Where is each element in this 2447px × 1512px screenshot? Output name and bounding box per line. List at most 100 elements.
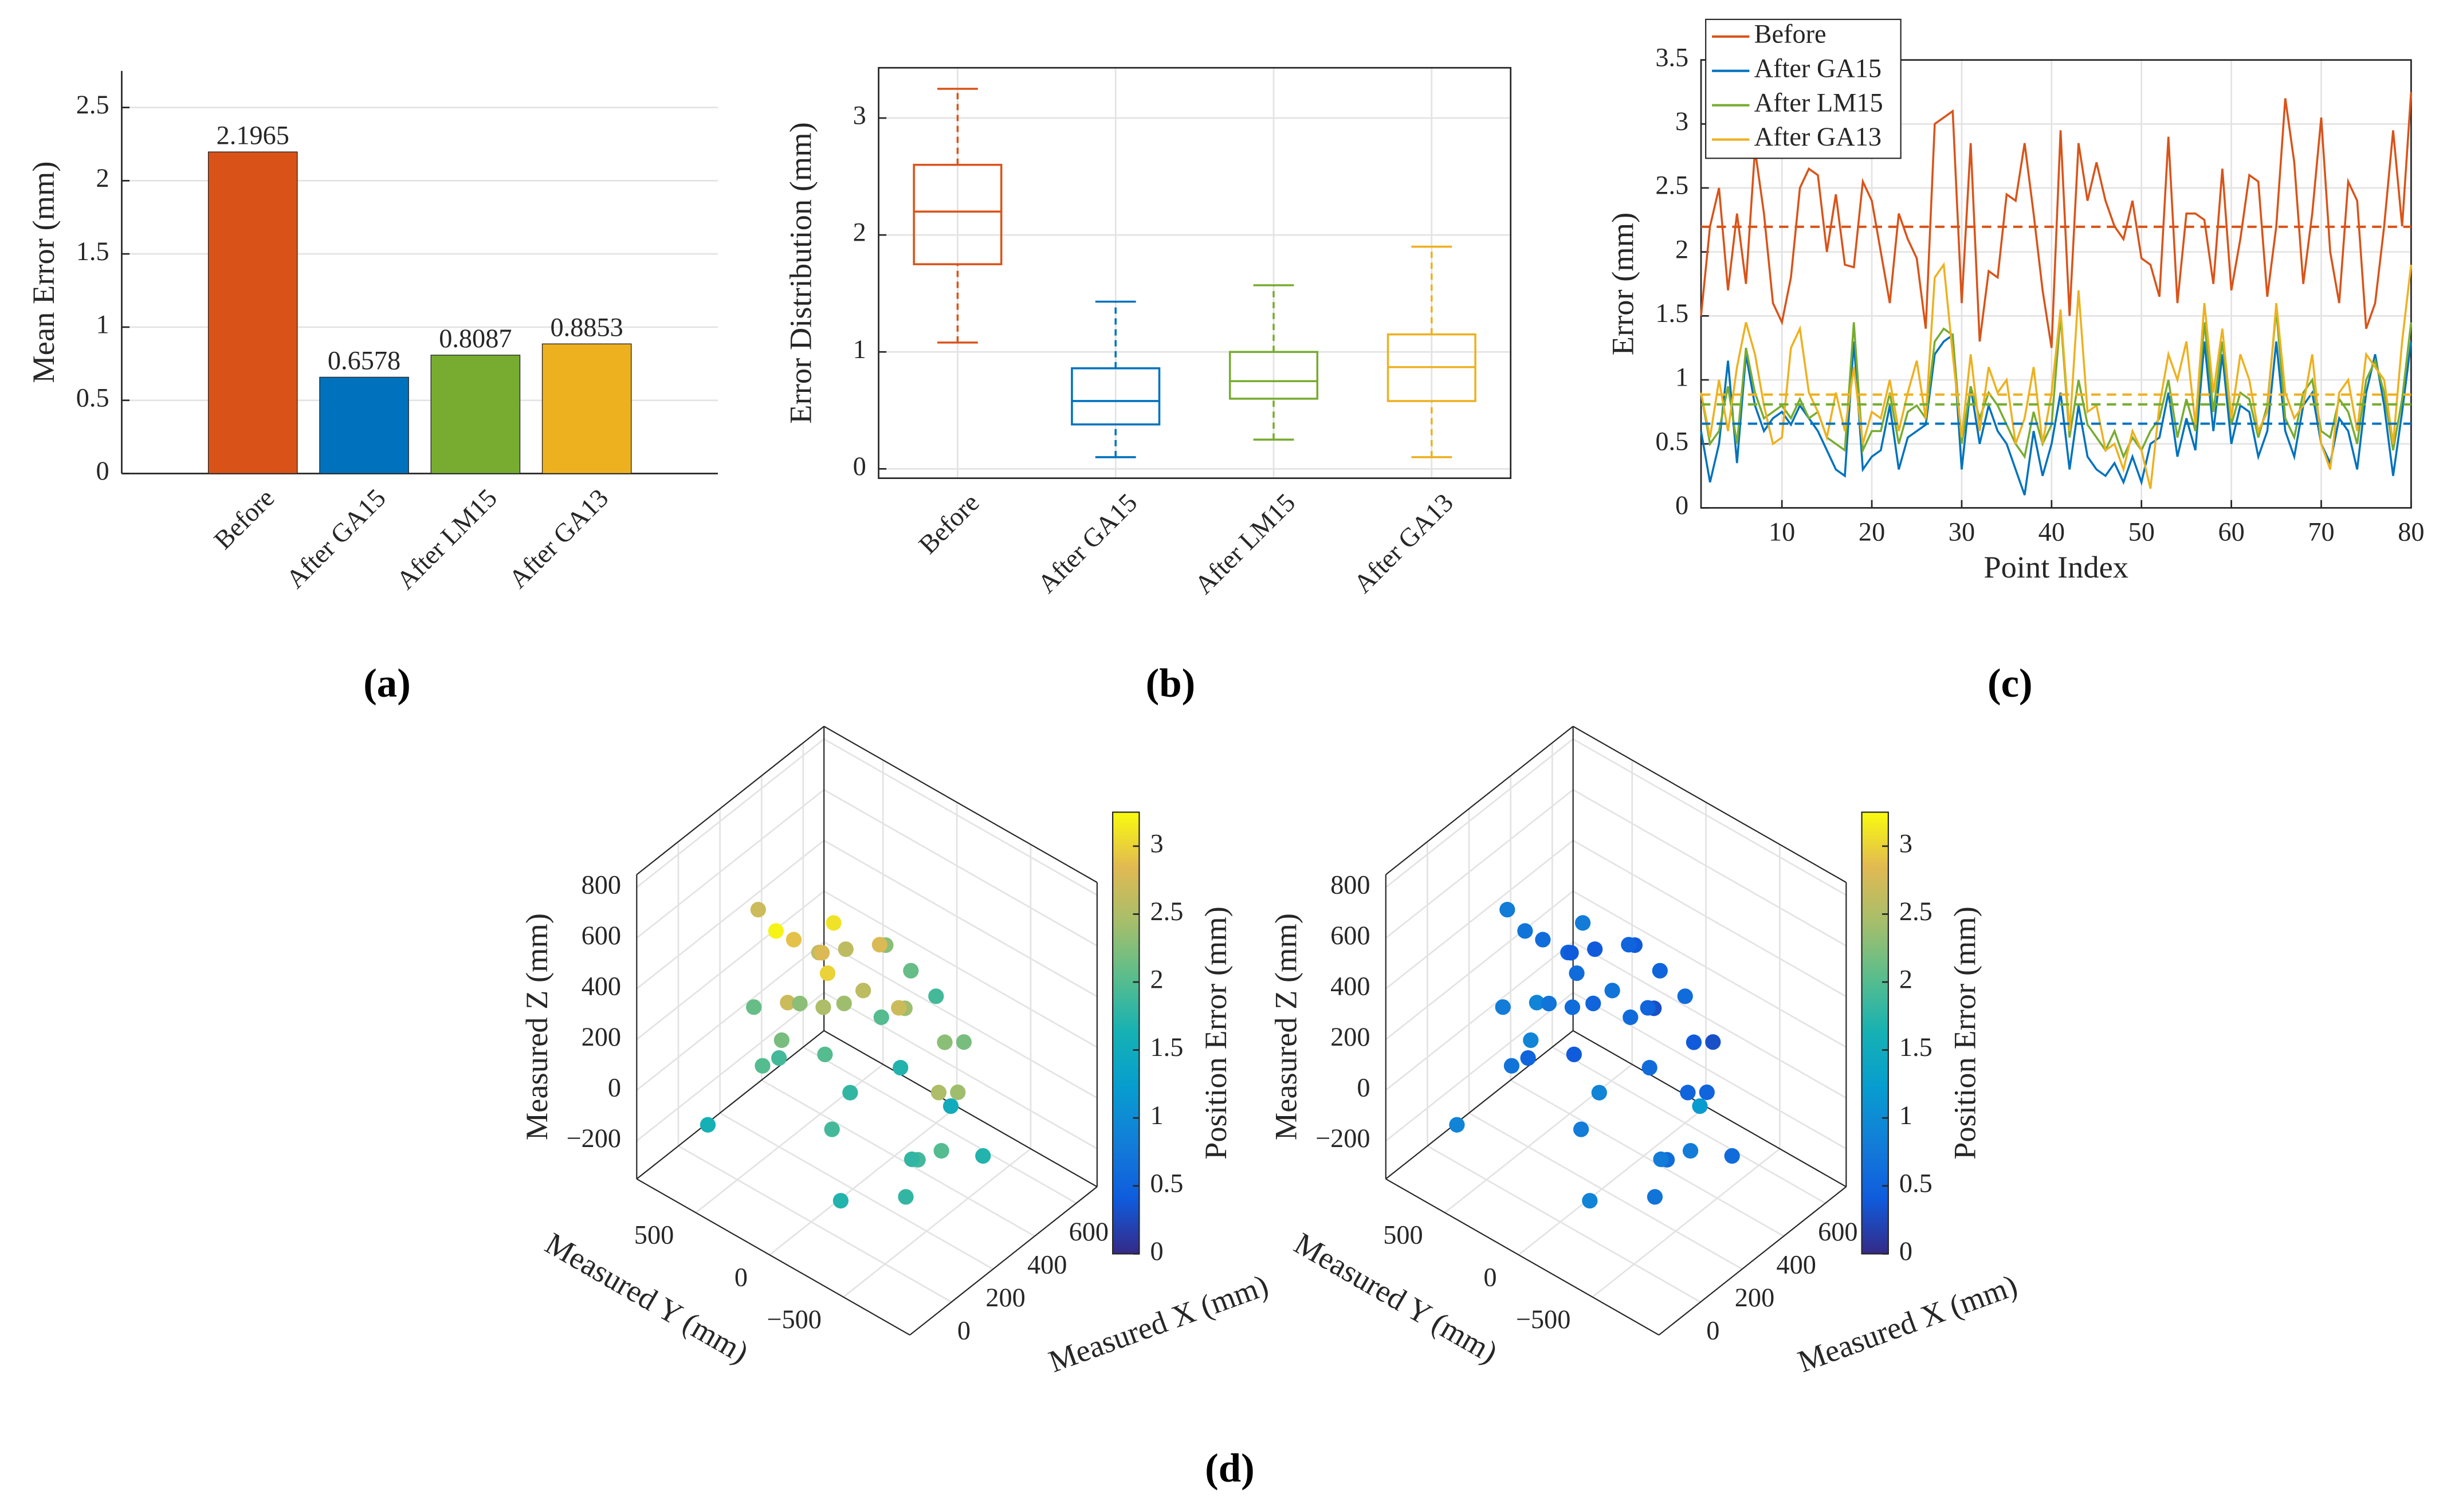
x-tick-label: After LM15	[1189, 488, 1301, 600]
grid-line	[823, 941, 1098, 1099]
point	[1641, 1059, 1657, 1076]
x-tick-label: 70	[2308, 517, 2334, 547]
point	[1564, 999, 1581, 1015]
point	[700, 1117, 716, 1133]
colorbar-tick-label: 1.5	[1150, 1033, 1183, 1062]
z-tick-label: 0	[1357, 1073, 1370, 1102]
y-tick-label: 2.5	[1655, 171, 1688, 201]
point	[832, 1193, 849, 1209]
y-tick-label: 0.5	[76, 383, 109, 413]
x-tick-label: 80	[2398, 517, 2424, 547]
x-tick-label: 60	[2218, 517, 2244, 547]
point	[1591, 1085, 1607, 1101]
colorbar-tick-label: 0.5	[1899, 1169, 1933, 1198]
point	[755, 1058, 771, 1074]
x-axis-label: Measured X (mm)	[1044, 1267, 1272, 1379]
x-tick-label: 20	[1859, 517, 1885, 547]
point	[1529, 995, 1545, 1011]
point	[1541, 995, 1557, 1012]
series-line	[1700, 92, 2413, 348]
legend	[1705, 18, 1902, 159]
series-line	[1700, 333, 2413, 496]
point	[1652, 963, 1668, 979]
box-edge	[1658, 1186, 1847, 1336]
grid-line	[636, 738, 825, 888]
grid-line	[636, 839, 825, 989]
point	[956, 1034, 972, 1050]
x-tick-label: Before	[913, 488, 985, 560]
point	[1574, 915, 1591, 931]
grid-line	[636, 789, 825, 939]
colorbar-tick-label: 0	[1150, 1237, 1163, 1266]
point	[780, 995, 796, 1011]
grid-line	[1385, 789, 1574, 939]
x-tick-label: Before	[209, 484, 280, 555]
colorbar-tick-label: 2.5	[1150, 897, 1183, 926]
colorbar-tick-label: 0.5	[1150, 1169, 1183, 1198]
point	[1677, 988, 1693, 1004]
x-axis-label: Measured X (mm)	[1793, 1267, 2022, 1379]
y-tick-label: 0	[96, 457, 109, 486]
x-tick-label: After GA13	[1348, 488, 1459, 599]
colorbar-tick-label: 1.5	[1899, 1033, 1933, 1062]
point	[893, 1059, 909, 1076]
grid-line	[823, 738, 1098, 896]
point	[891, 1000, 907, 1016]
x-tick-label: 0	[1706, 1317, 1719, 1346]
grid-line	[1385, 738, 1574, 888]
x-tick-label: After GA15	[1032, 488, 1143, 599]
box-edge	[636, 1178, 910, 1336]
grid-line	[823, 992, 1098, 1150]
colorbar-tick-label: 2	[1899, 965, 1912, 995]
point	[873, 1009, 889, 1026]
grid-line	[761, 1079, 1035, 1237]
point	[950, 1084, 966, 1101]
z-tick-label: 200	[582, 1023, 621, 1052]
y-tick-label: 3	[853, 101, 866, 131]
z-axis-label: Measured Z (mm)	[519, 913, 554, 1140]
colorbar	[1861, 811, 1889, 1255]
point	[838, 941, 854, 957]
grid-line	[823, 789, 1098, 947]
colorbar-tick-label: 0	[1899, 1237, 1912, 1266]
caption: (d)	[1205, 1446, 1255, 1491]
y-tick-label: 2	[1675, 235, 1688, 264]
x-tick-label: After LM15	[391, 484, 503, 595]
point	[792, 995, 808, 1012]
y-tick-label: 2	[96, 164, 109, 193]
grid-line	[1592, 1148, 1781, 1298]
point	[826, 915, 842, 931]
grid-line	[803, 1046, 1077, 1204]
colorbar-label: Position Error (mm)	[1947, 906, 1982, 1160]
y-tick-label: 0.5	[1655, 427, 1688, 456]
point	[768, 923, 784, 939]
grid-line	[678, 1145, 952, 1303]
box-edge	[823, 725, 1098, 883]
point	[1623, 1009, 1639, 1026]
y-tick-label: 1	[853, 335, 866, 364]
y-axis-label: Error (mm)	[1605, 213, 1640, 356]
point	[1566, 1046, 1582, 1062]
point	[1699, 1084, 1715, 1101]
bar	[541, 343, 632, 474]
point	[1682, 1142, 1699, 1159]
box-edge	[909, 1186, 1098, 1336]
point	[930, 1085, 947, 1101]
value-label: 0.8853	[551, 313, 623, 342]
x-tick-label: 400	[1027, 1251, 1067, 1280]
point	[1535, 932, 1551, 948]
y-tick-label: 0	[1483, 1263, 1497, 1292]
z-tick-label: 600	[582, 921, 621, 951]
point	[855, 983, 871, 999]
grid-line	[1552, 1046, 1826, 1204]
box-edge	[1385, 1030, 1574, 1180]
grid-line	[1510, 1079, 1785, 1237]
z-tick-label: 200	[1330, 1023, 1370, 1052]
point	[1604, 983, 1620, 999]
z-tick-label: 0	[608, 1073, 621, 1102]
box-edge	[823, 1030, 1098, 1188]
point	[1517, 923, 1533, 939]
y-tick-label: 0	[1675, 491, 1688, 520]
